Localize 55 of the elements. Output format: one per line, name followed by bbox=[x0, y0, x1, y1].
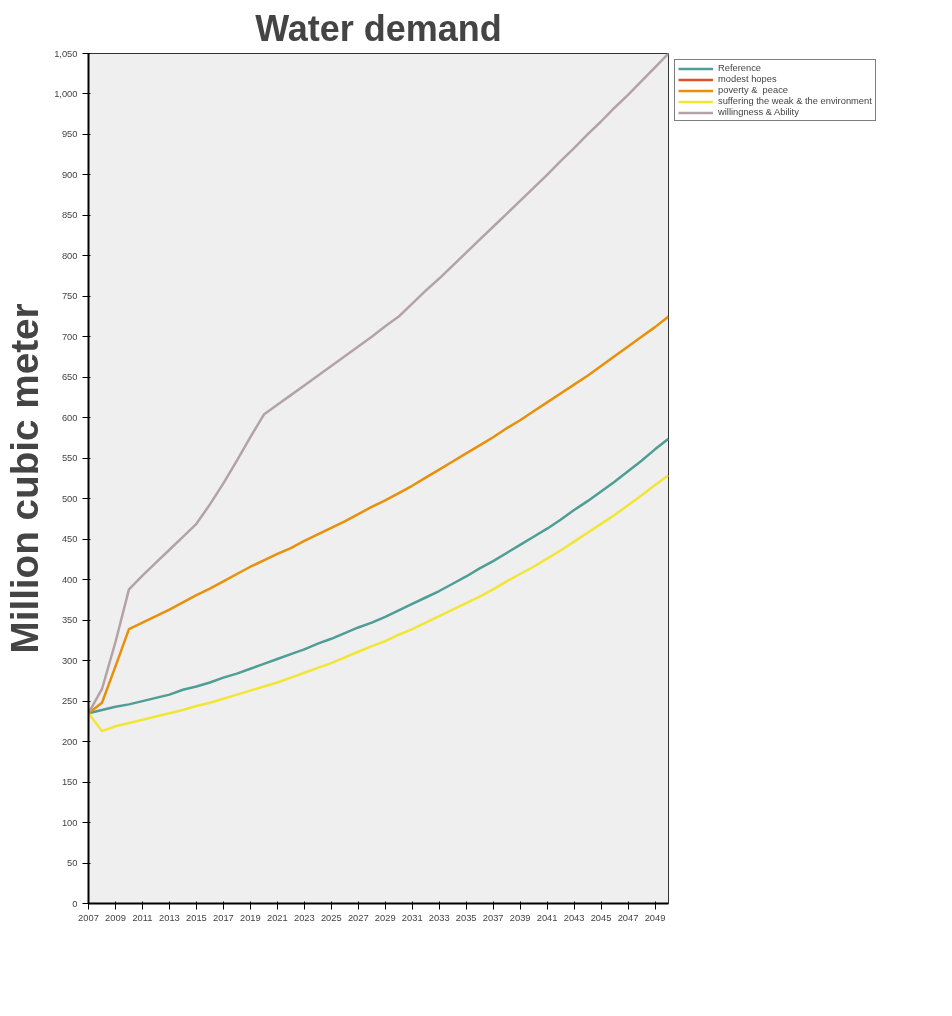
y-tick-label: 200 bbox=[61, 736, 78, 747]
x-tick-label: 2047 bbox=[617, 912, 639, 923]
x-tick-label: 2023 bbox=[293, 912, 315, 923]
x-tick-label: 2037 bbox=[482, 912, 504, 923]
x-tick-label: 2017 bbox=[213, 912, 234, 923]
legend-label: willingness & Ability bbox=[718, 107, 799, 117]
legend-label: modest hopes bbox=[718, 74, 777, 84]
x-tick-label: 2007 bbox=[78, 912, 99, 923]
x-tick-label: 2029 bbox=[374, 912, 396, 923]
y-tick-label: 800 bbox=[61, 250, 78, 261]
x-tick-label: 2021 bbox=[266, 912, 288, 923]
legend-label: Reference bbox=[718, 63, 762, 73]
line-series bbox=[88, 474, 669, 733]
legend-label: poverty & peace bbox=[718, 85, 789, 95]
y-tick-label: 300 bbox=[61, 655, 78, 666]
y-tick-label: 150 bbox=[61, 777, 78, 788]
y-tick-label: 1,000 bbox=[54, 88, 78, 99]
y-tick-label: 0 bbox=[72, 898, 78, 909]
y-tick-label: 500 bbox=[61, 493, 78, 504]
x-tick-label: 2019 bbox=[239, 912, 261, 923]
y-tick-label: 350 bbox=[61, 615, 78, 626]
y-tick-label: 250 bbox=[61, 696, 78, 707]
y-tick-label: 450 bbox=[61, 534, 78, 545]
y-tick-label: 400 bbox=[61, 574, 78, 585]
x-tick-label: 2041 bbox=[536, 912, 558, 923]
y-tick-label: 750 bbox=[61, 291, 78, 302]
legend-label: suffering the weak & the environment bbox=[718, 96, 872, 106]
y-tick-label: 600 bbox=[61, 412, 78, 423]
y-tick-label: 1,050 bbox=[54, 48, 78, 59]
x-tick-label: 2033 bbox=[428, 912, 450, 923]
y-tick-label: 50 bbox=[67, 858, 78, 869]
y-tick-label: 950 bbox=[61, 129, 78, 140]
x-tick-label: 2031 bbox=[401, 912, 423, 923]
x-tick-label: 2049 bbox=[644, 912, 666, 923]
x-tick-label: 2043 bbox=[563, 912, 585, 923]
line-series bbox=[88, 53, 669, 715]
x-tick-label: 2015 bbox=[186, 912, 207, 923]
y-tick-label: 700 bbox=[61, 331, 78, 342]
y-tick-label: 100 bbox=[61, 817, 78, 828]
chart-title: Water demand bbox=[255, 7, 502, 49]
x-tick-label: 2045 bbox=[590, 912, 612, 923]
y-tick-label: 900 bbox=[61, 169, 78, 180]
x-tick-label: 2039 bbox=[509, 912, 531, 923]
x-tick-label: 2035 bbox=[455, 912, 477, 923]
x-tick-label: 2009 bbox=[105, 912, 126, 923]
x-tick-label: 2027 bbox=[347, 912, 369, 923]
x-tick-label: 2013 bbox=[159, 912, 180, 923]
line-series bbox=[88, 315, 669, 715]
line-series bbox=[88, 437, 669, 715]
y-tick-label: 650 bbox=[61, 372, 78, 383]
y-tick-label: 550 bbox=[61, 453, 78, 464]
y-tick-label: 850 bbox=[61, 210, 78, 221]
y-axis-title: Million cubic meter bbox=[3, 303, 47, 654]
x-tick-label: 2011 bbox=[132, 912, 153, 923]
x-tick-label: 2025 bbox=[320, 912, 342, 923]
